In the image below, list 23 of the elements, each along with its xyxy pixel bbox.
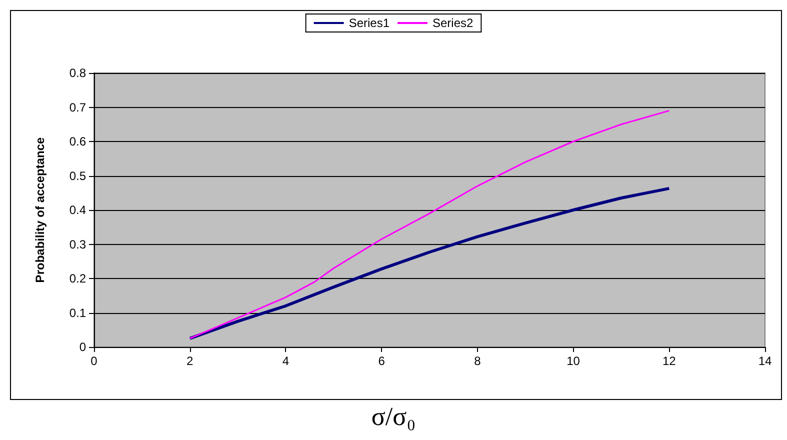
x-tick-label: 6 — [378, 354, 386, 368]
x-tick-label: 14 — [758, 354, 772, 368]
y-tick-label: 0.1 — [69, 306, 86, 320]
y-axis-title: Probability of acceptance — [33, 136, 47, 283]
y-tick-label: 0 — [79, 340, 86, 354]
x-tick-label: 12 — [662, 354, 676, 368]
y-tick-label: 0.2 — [69, 272, 86, 286]
line-series — [189, 110, 670, 340]
x-tick-label: 10 — [566, 354, 580, 368]
x-tick-label: 8 — [474, 354, 482, 368]
line-series — [188, 186, 671, 340]
y-tick-label: 0.4 — [69, 203, 86, 217]
legend-label: Series2 — [432, 16, 474, 30]
y-tick-label: 0.3 — [69, 237, 86, 252]
y-tick-label: 0.5 — [69, 168, 86, 183]
y-tick-label: 0.8 — [69, 66, 86, 80]
legend-label: Series1 — [348, 16, 390, 30]
x-tick-label: 0 — [90, 354, 98, 368]
y-tick-label: 0.7 — [69, 100, 86, 114]
x-tick-label: 4 — [282, 354, 290, 368]
x-tick-label: 2 — [186, 354, 194, 368]
x-axis-title: σ/σ₀ — [370, 402, 417, 432]
y-tick-label: 0.6 — [69, 134, 86, 148]
